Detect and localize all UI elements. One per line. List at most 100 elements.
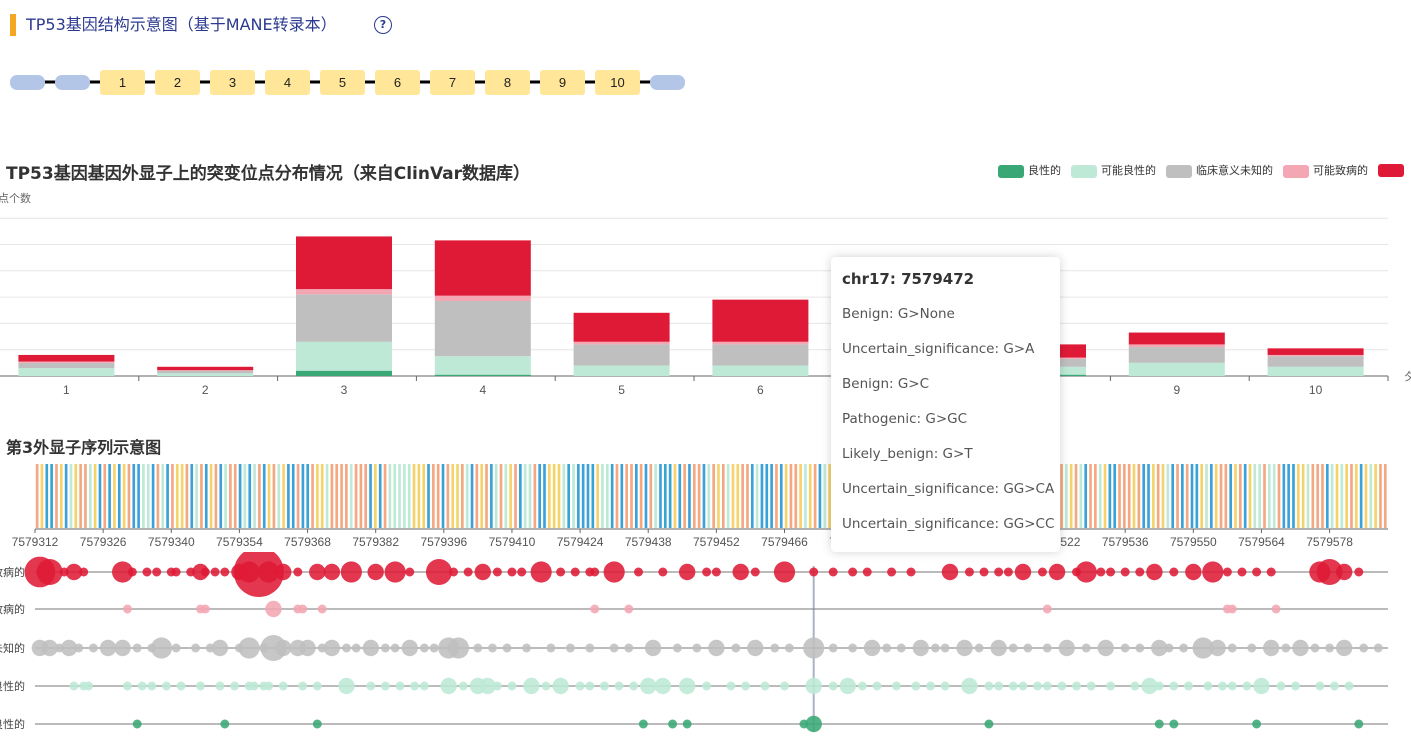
variant-bubble[interactable]: [590, 604, 600, 614]
variant-bubble[interactable]: [487, 643, 497, 653]
variant-bubble[interactable]: [1271, 604, 1281, 614]
bar-segment[interactable]: [157, 373, 254, 376]
legend-item[interactable]: 良性的: [998, 162, 1061, 178]
variant-bubble[interactable]: [1081, 643, 1091, 653]
variant-bubble[interactable]: [275, 639, 292, 657]
variant-bubble[interactable]: [541, 681, 551, 691]
variant-bubble[interactable]: [1086, 681, 1096, 691]
variant-bubble[interactable]: [624, 643, 634, 653]
variant-bubble[interactable]: [692, 643, 702, 653]
variant-bubble[interactable]: [338, 677, 355, 695]
variant-bubble[interactable]: [1014, 563, 1032, 581]
variant-bubble[interactable]: [447, 637, 470, 659]
exon-block-5[interactable]: [320, 70, 365, 95]
variant-bubble[interactable]: [750, 567, 760, 577]
variant-bubble[interactable]: [147, 681, 157, 691]
exon-block-8[interactable]: [485, 70, 530, 95]
variant-bubble[interactable]: [1354, 567, 1364, 577]
variant-bubble[interactable]: [633, 567, 643, 577]
variant-bubble[interactable]: [293, 567, 303, 577]
variant-bubble[interactable]: [79, 567, 89, 577]
variant-bubble[interactable]: [1106, 681, 1116, 691]
bar-segment[interactable]: [434, 300, 531, 357]
variant-bubble[interactable]: [425, 559, 452, 585]
variant-bubble[interactable]: [780, 681, 790, 691]
bar-segment[interactable]: [296, 236, 392, 290]
bar-segment[interactable]: [296, 370, 392, 376]
variant-bubble[interactable]: [644, 639, 662, 657]
variant-bubble[interactable]: [1048, 563, 1066, 581]
variant-bubble[interactable]: [440, 677, 457, 695]
variant-bubble[interactable]: [1023, 643, 1033, 653]
exon-block-3[interactable]: [210, 70, 255, 95]
variant-bubble[interactable]: [1281, 643, 1291, 653]
variant-bubble[interactable]: [1164, 643, 1174, 653]
variant-bubble[interactable]: [1135, 643, 1145, 653]
exon-block-1[interactable]: [100, 70, 145, 95]
variant-bubble[interactable]: [366, 681, 376, 691]
variant-bubble[interactable]: [36, 559, 63, 585]
variant-bubble[interactable]: [220, 719, 230, 729]
variant-bubble[interactable]: [599, 681, 609, 691]
variant-bubble[interactable]: [69, 681, 79, 691]
variant-bubble[interactable]: [176, 681, 186, 691]
variant-bubble[interactable]: [805, 715, 822, 733]
variant-bubble[interactable]: [1354, 719, 1364, 729]
variant-bubble[interactable]: [351, 643, 361, 653]
variant-bubble[interactable]: [994, 567, 1004, 577]
variant-bubble[interactable]: [896, 643, 906, 653]
bar-segment[interactable]: [157, 370, 254, 374]
variant-bubble[interactable]: [1008, 681, 1018, 691]
variant-bubble[interactable]: [990, 639, 1007, 657]
variant-bubble[interactable]: [862, 567, 872, 577]
variant-bubble[interactable]: [323, 639, 341, 657]
variant-bubble[interactable]: [390, 643, 400, 653]
variant-bubble[interactable]: [458, 681, 468, 691]
bar-segment[interactable]: [573, 344, 670, 366]
variant-bubble[interactable]: [200, 567, 210, 577]
variant-bubble[interactable]: [575, 681, 585, 691]
variant-bubble[interactable]: [171, 643, 181, 653]
bar-segment[interactable]: [434, 240, 531, 296]
variant-bubble[interactable]: [323, 563, 341, 581]
variant-bubble[interactable]: [654, 677, 672, 695]
variant-bubble[interactable]: [88, 643, 98, 653]
variant-bubble[interactable]: [805, 677, 822, 695]
variant-bubble[interactable]: [1218, 681, 1228, 691]
variant-bubble[interactable]: [210, 567, 220, 577]
legend-item[interactable]: 临床意义未知的: [1166, 162, 1273, 178]
variant-bubble[interactable]: [1169, 681, 1179, 691]
legend-item[interactable]: [1378, 163, 1408, 177]
variant-bubble[interactable]: [191, 643, 201, 653]
variant-bubble[interactable]: [614, 681, 624, 691]
variant-bubble[interactable]: [312, 719, 322, 729]
variant-bubble[interactable]: [530, 561, 552, 583]
variant-bubble[interactable]: [502, 643, 512, 653]
variant-bubble[interactable]: [230, 681, 240, 691]
variant-bubble[interactable]: [299, 639, 316, 657]
bar-segment[interactable]: [434, 374, 531, 376]
variant-bubble[interactable]: [1018, 681, 1028, 691]
variant-bubble[interactable]: [171, 567, 181, 577]
bar-segment[interactable]: [1128, 347, 1225, 363]
bar-segment[interactable]: [712, 299, 809, 342]
variant-bubble[interactable]: [848, 643, 858, 653]
variant-bubble[interactable]: [419, 643, 429, 653]
variant-bubble[interactable]: [1292, 639, 1309, 657]
variant-bubble[interactable]: [668, 719, 678, 729]
variant-bubble[interactable]: [1120, 567, 1130, 577]
variant-bubble[interactable]: [940, 643, 950, 653]
variant-bubble[interactable]: [974, 643, 984, 653]
bar-segment[interactable]: [712, 341, 809, 345]
variant-bubble[interactable]: [979, 567, 989, 577]
variant-bubble[interactable]: [479, 677, 496, 695]
variant-bubble[interactable]: [926, 681, 936, 691]
variant-bubble[interactable]: [317, 604, 327, 614]
variant-bubble[interactable]: [1335, 639, 1353, 657]
variant-bubble[interactable]: [828, 567, 838, 577]
variant-bubble[interactable]: [1058, 639, 1075, 657]
variant-bubble[interactable]: [565, 643, 575, 653]
variant-bubble[interactable]: [770, 643, 780, 653]
variant-bubble[interactable]: [1141, 677, 1158, 695]
variant-bubble[interactable]: [708, 639, 725, 657]
